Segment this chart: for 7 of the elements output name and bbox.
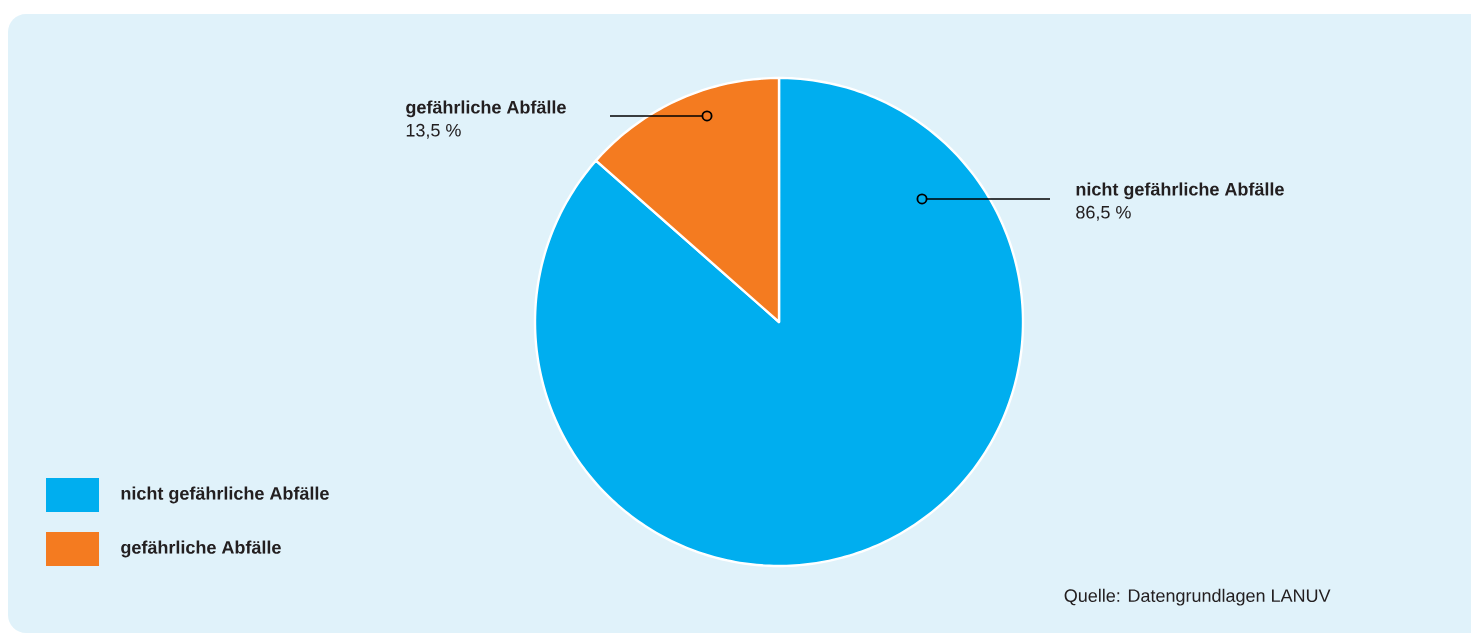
legend-label: gefährliche Abfälle [121,540,281,558]
source-note: Quelle: Datengrundlagen LANUV [1064,588,1331,606]
slice-label: nicht gefährliche Abfälle [1076,182,1284,200]
slice-label: gefährliche Abfälle [406,100,566,118]
data-label: 86,5 % [1076,205,1131,221]
data-label: 13,5 % [406,123,461,139]
legend-label: nicht gefährliche Abfälle [121,486,329,504]
